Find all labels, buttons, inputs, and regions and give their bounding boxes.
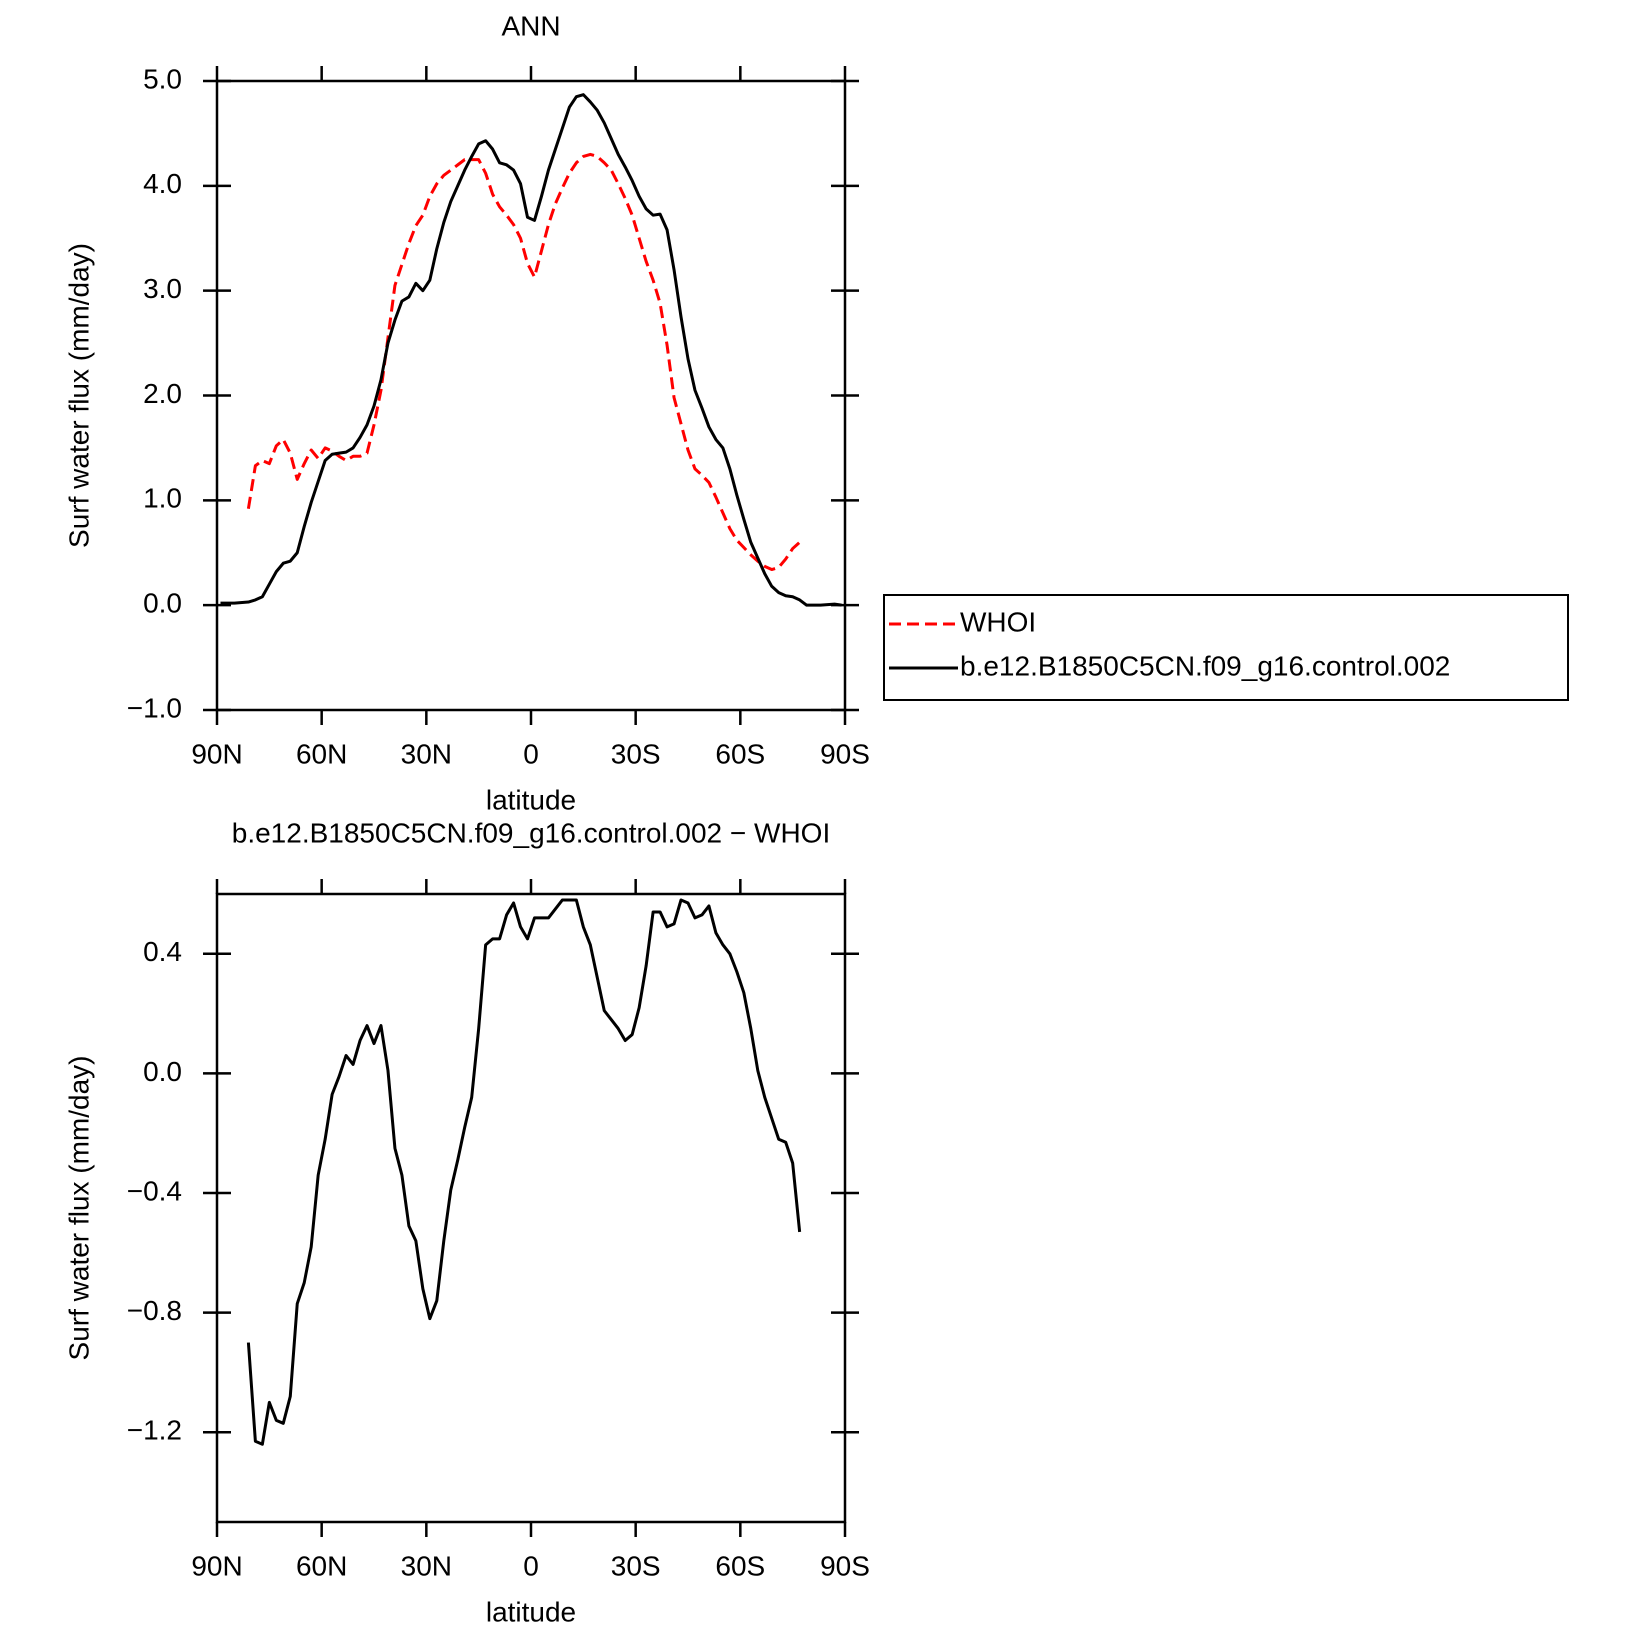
y-tick-label: 0.0 [143, 588, 182, 619]
legend-box [883, 594, 1569, 701]
x-tick-label: 30N [401, 1550, 452, 1581]
x-tick-label: 60S [715, 738, 765, 769]
plot-frame [215, 79, 847, 712]
x-axis-label: latitude [486, 1596, 576, 1627]
y-tick-label: 0.4 [143, 936, 182, 967]
y-axis-label: Surf water flux (mm/day) [63, 243, 94, 548]
y-tick-label: 5.0 [143, 63, 182, 94]
x-tick-label: 0 [523, 1550, 539, 1581]
x-tick-label: 60S [715, 1550, 765, 1581]
data-line [246, 898, 802, 1446]
data-line [246, 152, 801, 572]
y-tick-label: 0.0 [143, 1056, 182, 1087]
x-tick-label: 60N [296, 1550, 347, 1581]
x-tick-label: 60N [296, 738, 347, 769]
plot-frame [215, 892, 847, 1524]
x-tick-label: 90S [820, 1550, 870, 1581]
legend-label: b.e12.B1850C5CN.f09_g16.control.002 [960, 650, 1450, 681]
legend-label: WHOI [960, 606, 1036, 637]
data-line [220, 93, 842, 607]
y-tick-label: 1.0 [143, 483, 182, 514]
y-axis-label: Surf water flux (mm/day) [63, 1056, 94, 1361]
chart-title: ANN [501, 10, 560, 41]
x-tick-label: 90S [820, 738, 870, 769]
y-tick-label: −0.8 [127, 1295, 182, 1326]
x-tick-label: 30S [611, 1550, 661, 1581]
x-tick-label: 90N [191, 738, 242, 769]
x-tick-label: 30S [611, 738, 661, 769]
chart-title: b.e12.B1850C5CN.f09_g16.control.002 − WH… [232, 817, 830, 848]
y-tick-label: −1.0 [127, 692, 182, 723]
x-tick-label: 90N [191, 1550, 242, 1581]
y-tick-label: −1.2 [127, 1415, 182, 1446]
y-tick-label: 3.0 [143, 273, 182, 304]
y-tick-label: 2.0 [143, 378, 182, 409]
x-axis-label: latitude [486, 784, 576, 815]
x-tick-label: 30N [401, 738, 452, 769]
y-tick-label: 4.0 [143, 168, 182, 199]
y-tick-label: −0.4 [127, 1175, 182, 1206]
x-tick-label: 0 [523, 738, 539, 769]
